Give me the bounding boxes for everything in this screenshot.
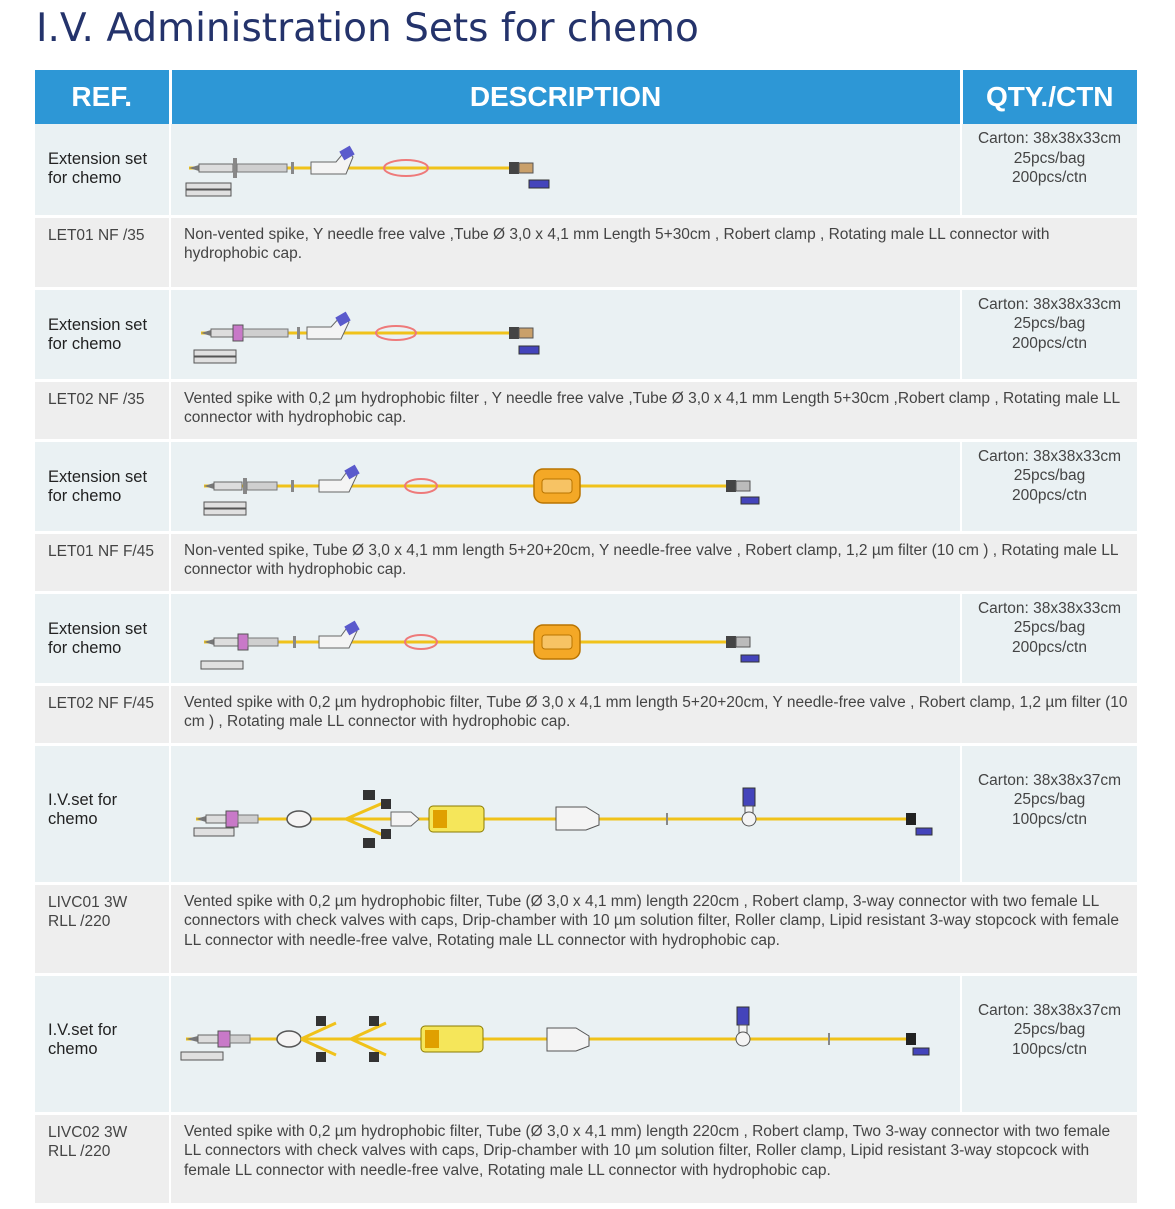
product-row: I.V.set for chemo (35, 974, 1137, 1115)
description-cell: Non-vented spike, Tube Ø 3,0 x 4,1 mm le… (170, 532, 1137, 594)
description-cell: Vented spike with 0,2 µm hydrophobic fil… (170, 380, 1137, 442)
qty-per-bag: 25pcs/bag (1013, 467, 1086, 484)
qty-carton: Carton: 38x38x37cm (977, 771, 1122, 789)
qty-per-bag: 25pcs/bag (1013, 1021, 1086, 1038)
iv-set-single-3way-icon (193, 787, 933, 848)
qty-cell: Carton: 38x38x33cm 25pcs/bag 200pcs/ctn (961, 592, 1137, 686)
product-illustration-cell (170, 744, 962, 885)
iv-set-double-3way-icon (180, 1006, 930, 1062)
product-name: for chemo (48, 169, 122, 187)
product-illustration-cell (170, 288, 962, 382)
ref-code-cell: LET02 NF /35 (35, 380, 171, 442)
product-description: Vented spike with 0,2 µm hydrophobic fil… (184, 1122, 1111, 1179)
description-row: LET02 NF /35 Vented spike with 0,2 µm hy… (35, 380, 1137, 442)
qty-cell: Carton: 38x38x37cm 25pcs/bag 100pcs/ctn (961, 744, 1137, 885)
qty-carton: Carton: 38x38x37cm (977, 1001, 1122, 1019)
description-cell: Non-vented spike, Y needle free valve ,T… (170, 216, 1137, 290)
extension-set-filter-vented-icon (200, 620, 760, 669)
ref-code: RLL /220 (48, 912, 111, 930)
qty-cell: Carton: 38x38x37cm 25pcs/bag 100pcs/ctn (961, 974, 1137, 1115)
qty-per-carton: 200pcs/ctn (1012, 486, 1087, 504)
description-row: LET01 NF /35 Non-vented spike, Y needle … (35, 216, 1137, 290)
qty-column-header: QTY./CTN (961, 70, 1137, 124)
product-description: Non-vented spike, Tube Ø 3,0 x 4,1 mm le… (184, 541, 1118, 579)
ref-code: LET02 NF F/45 (48, 694, 154, 712)
product-row: Extension set for chemo (35, 124, 1137, 218)
qty-per-carton: 200pcs/ctn (1012, 334, 1087, 352)
product-description: Non-vented spike, Y needle free valve ,T… (184, 225, 1050, 263)
product-name: Extension set (48, 150, 148, 168)
table-header-row: REF. DESCRIPTION QTY./CTN (35, 70, 1137, 124)
product-illustration-cell (170, 124, 962, 218)
product-illustration-cell (170, 440, 962, 534)
product-description: Vented spike with 0,2 µm hydrophobic fil… (184, 892, 1119, 949)
product-illustration-cell (170, 974, 962, 1115)
ref-code-cell: LET01 NF /35 (35, 216, 171, 290)
qty-carton: Carton: 38x38x33cm (977, 447, 1122, 465)
description-row: LIVC02 3W RLL /220 Vented spike with 0,2 … (35, 1113, 1137, 1206)
page-title: I.V. Administration Sets for chemo (36, 6, 699, 51)
qty-per-carton: 200pcs/ctn (1012, 169, 1087, 186)
product-row: Extension set for chemo (35, 288, 1137, 382)
ref-code-cell: LET01 NF F/45 (35, 532, 171, 594)
product-name: Extension set (48, 315, 148, 334)
description-row: LET02 NF F/45 Vented spike with 0,2 µm h… (35, 684, 1137, 746)
qty-per-carton: 100pcs/ctn (1012, 1040, 1087, 1058)
ref-code: LET01 NF /35 (48, 226, 145, 244)
qty-per-bag: 25pcs/bag (1013, 791, 1086, 808)
product-name: for chemo (48, 334, 122, 353)
qty-carton: Carton: 38x38x33cm (977, 130, 1122, 147)
product-name-cell: Extension set for chemo (35, 288, 171, 382)
product-name: I.V.set for (48, 790, 118, 809)
product-name: I.V.set for (48, 1020, 118, 1039)
product-name: Extension set (48, 619, 148, 638)
ref-code: LIVC01 3W (48, 893, 128, 911)
product-name-cell: Extension set for chemo (35, 592, 171, 686)
product-name: for chemo (48, 486, 122, 505)
extension-set-filter-non-vented-icon (203, 464, 760, 515)
product-name-cell: I.V.set for chemo (35, 974, 171, 1115)
qty-cell: Carton: 38x38x33cm 25pcs/bag 200pcs/ctn (961, 288, 1137, 382)
ref-code-cell: LIVC01 3W RLL /220 (35, 883, 171, 976)
description-row: LIVC01 3W RLL /220 Vented spike with 0,2 … (35, 883, 1137, 976)
description-cell: Vented spike with 0,2 µm hydrophobic fil… (170, 684, 1137, 746)
ref-code: LET01 NF F/45 (48, 542, 154, 560)
qty-cell: Carton: 38x38x33cm 25pcs/bag 200pcs/ctn (961, 124, 1137, 218)
description-row: LET01 NF F/45 Non-vented spike, Tube Ø 3… (35, 532, 1137, 594)
product-name: chemo (48, 1039, 98, 1058)
product-name: Extension set (48, 467, 148, 486)
product-description: Vented spike with 0,2 µm hydrophobic fil… (184, 693, 1128, 731)
description-cell: Vented spike with 0,2 µm hydrophobic fil… (170, 883, 1137, 976)
product-name: for chemo (48, 638, 122, 657)
product-name-cell: Extension set for chemo (35, 440, 171, 534)
product-name: chemo (48, 809, 98, 828)
qty-per-bag: 25pcs/bag (1013, 315, 1086, 332)
ref-code-cell: LIVC02 3W RLL /220 (35, 1113, 171, 1206)
ref-column-header: REF. (35, 70, 172, 124)
ref-code: LET02 NF /35 (48, 390, 145, 408)
product-description: Vented spike with 0,2 µm hydrophobic fil… (184, 389, 1120, 427)
qty-carton: Carton: 38x38x33cm (977, 599, 1122, 617)
product-row: Extension set for chemo (35, 592, 1137, 686)
product-table: REF. DESCRIPTION QTY./CTN Extension set f… (35, 70, 1137, 1206)
ref-code: RLL /220 (48, 1142, 111, 1160)
qty-per-bag: 25pcs/bag (1013, 149, 1086, 167)
product-row: I.V.set for chemo (35, 744, 1137, 885)
ref-code: LIVC02 3W (48, 1123, 128, 1141)
product-name-cell: I.V.set for chemo (35, 744, 171, 885)
product-illustration-cell (170, 592, 962, 686)
qty-cell: Carton: 38x38x33cm 25pcs/bag 200pcs/ctn (961, 440, 1137, 534)
ref-code-cell: LET02 NF F/45 (35, 684, 171, 746)
product-name-cell: Extension set for chemo (35, 124, 171, 218)
qty-carton: Carton: 38x38x33cm (977, 295, 1122, 313)
qty-per-carton: 100pcs/ctn (1012, 810, 1087, 828)
product-row: Extension set for chemo (35, 440, 1137, 534)
extension-set-vented-icon (193, 311, 540, 363)
description-cell: Vented spike with 0,2 µm hydrophobic fil… (170, 1113, 1137, 1206)
extension-set-non-vented-icon (185, 145, 550, 197)
description-column-header: DESCRIPTION (170, 70, 963, 124)
qty-per-bag: 25pcs/bag (1013, 619, 1086, 636)
qty-per-carton: 200pcs/ctn (1012, 638, 1087, 656)
